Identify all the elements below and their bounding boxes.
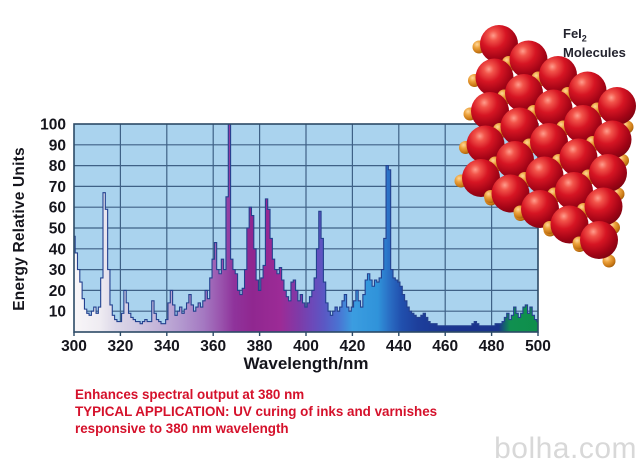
x-axis-title: Wavelength/nm [243, 354, 369, 373]
molecule-formula: FeI2 [563, 26, 626, 46]
molecule-cluster [454, 25, 636, 268]
x-tick-label: 400 [293, 338, 319, 355]
atom-sphere-red [598, 87, 636, 125]
atom-sphere-red [530, 123, 568, 161]
molecule-label-word: Molecules [563, 45, 626, 61]
annotation-line: TYPICAL APPLICATION: UV curing of inks a… [75, 404, 438, 420]
annotation-line: Enhances spectral output at 380 nm [75, 387, 305, 402]
atom-sphere-red [534, 89, 573, 128]
molecule-formula-text: FeI [563, 26, 582, 41]
atom-sphere-red [480, 25, 518, 63]
y-tick-label: 10 [49, 304, 66, 321]
x-tick-label: 460 [432, 338, 458, 355]
atom-sphere-red [550, 205, 589, 244]
atom-sphere-red [475, 58, 514, 97]
molecule-formula-subscript: 2 [581, 33, 587, 44]
atom-sphere-red [521, 190, 559, 228]
y-tick-label: 100 [40, 117, 66, 134]
x-tick-label: 320 [107, 338, 133, 355]
x-tick-label: 440 [386, 338, 412, 355]
atom-sphere-red [471, 92, 509, 130]
x-tick-label: 300 [61, 338, 87, 355]
annotation-block: Enhances spectral output at 380 nm TYPIC… [75, 386, 437, 438]
atom-sphere-red [539, 56, 577, 94]
molecule-label: FeI2 Molecules [563, 26, 626, 61]
atom-sphere-red [496, 141, 534, 179]
y-tick-label: 40 [49, 241, 66, 258]
atom-sphere-red [584, 187, 623, 226]
x-tick-label: 420 [339, 338, 365, 355]
y-tick-label: 80 [49, 158, 66, 175]
y-tick-label: 70 [49, 179, 66, 196]
atom-sphere-red [525, 156, 564, 195]
atom-sphere-red [505, 74, 543, 112]
x-tick-label: 360 [200, 338, 226, 355]
x-tick-label: 380 [247, 338, 273, 355]
spectrum-chart: 300 320 340 360 380 400 420 440 460 480 500 10 20 30 4… [40, 117, 551, 356]
x-tick-label: 340 [154, 338, 180, 355]
atom-sphere-red [589, 154, 627, 192]
atom-sphere-red [466, 125, 505, 164]
atom-sphere-red [593, 120, 632, 159]
y-tick-label: 90 [49, 137, 66, 154]
atom-sphere-red [580, 221, 618, 259]
x-tick-label: 480 [479, 338, 505, 355]
watermark: bolha.com [494, 432, 637, 465]
spectrum-area [74, 124, 538, 332]
atom-sphere-red [462, 159, 500, 197]
y-tick-label: 30 [49, 262, 66, 279]
atom-sphere-red [491, 174, 530, 213]
atom-sphere-red [559, 138, 598, 177]
y-tick-label: 20 [49, 283, 66, 300]
atom-sphere-red [568, 71, 607, 110]
x-tick-label: 500 [525, 338, 551, 355]
annotation-line: responsive to 380 nm wavelength [75, 421, 289, 437]
atom-sphere-red [500, 107, 539, 146]
atom-sphere-red [555, 172, 593, 210]
atom-sphere-red [564, 105, 602, 143]
y-tick-label: 50 [49, 221, 66, 238]
y-tick-label: 60 [49, 200, 66, 217]
atom-sphere-red [509, 40, 548, 79]
